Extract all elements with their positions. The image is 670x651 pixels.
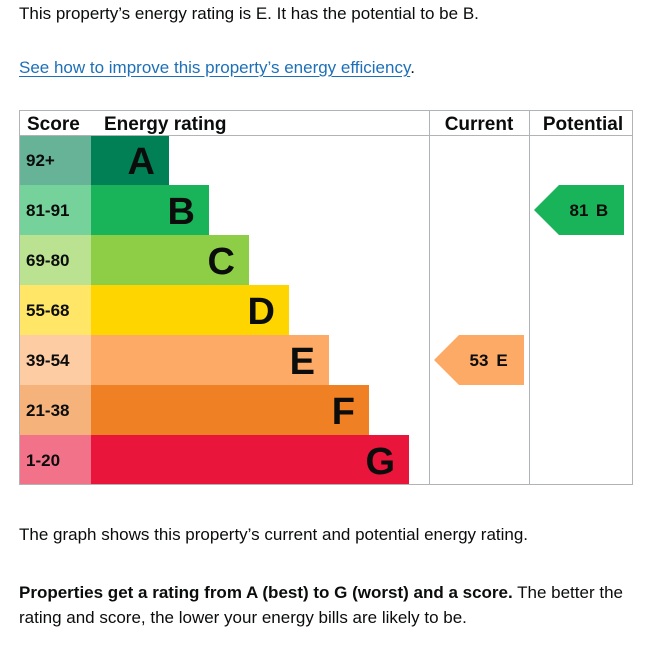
current-rating-arrow xyxy=(434,335,524,385)
score-label-f: 21-38 xyxy=(26,401,69,420)
improve-link-period: . xyxy=(410,58,415,77)
markers-layer: 53 E 81 B xyxy=(434,185,624,385)
rating-explanation: Properties get a rating from A (best) to… xyxy=(19,580,649,630)
bands-layer: 92+ A 81-91 B 69-80 C 55-68 D 39-54 E 21-38 F 1-20 G xyxy=(19,135,409,485)
rating-explanation-rest: The better the rating and score, the low… xyxy=(19,583,623,627)
rating-letter-f: F xyxy=(332,391,355,433)
rating-letter-a: A xyxy=(128,141,155,183)
score-cell-a xyxy=(19,135,91,185)
rating-bar-a xyxy=(91,135,169,185)
energy-rating-header: Energy rating xyxy=(104,114,226,135)
graph-note: The graph shows this property’s current … xyxy=(19,525,529,544)
score-cell-f xyxy=(19,385,91,435)
chart-border xyxy=(19,110,633,485)
score-header: Score xyxy=(27,114,80,135)
potential-header: Potential xyxy=(543,114,623,135)
header-layer: Score Energy rating Current Potential xyxy=(27,114,623,135)
current-header: Current xyxy=(445,114,514,135)
rating-bar-f xyxy=(91,385,369,435)
score-cell-e xyxy=(19,335,91,385)
rating-letter-e: E xyxy=(290,341,315,383)
rating-letter-b: B xyxy=(168,191,195,233)
rating-letter-d: D xyxy=(248,291,275,333)
rating-letter-c: C xyxy=(208,241,235,283)
rating-bar-g xyxy=(91,435,409,485)
score-cell-g xyxy=(19,435,91,485)
score-cell-c xyxy=(19,235,91,285)
rating-explanation-bold: Properties get a rating from A (best) to… xyxy=(19,583,513,602)
rating-bar-b xyxy=(91,185,209,235)
rating-bar-e xyxy=(91,335,329,385)
score-label-g: 1-20 xyxy=(26,451,60,470)
current-band-letter: E xyxy=(496,351,507,370)
score-label-d: 55-68 xyxy=(26,301,69,320)
current-score-value: 53 xyxy=(470,351,489,370)
rating-letter-g: G xyxy=(365,441,395,483)
improve-efficiency-link[interactable]: See how to improve this property’s energ… xyxy=(19,58,411,77)
score-label-e: 39-54 xyxy=(26,351,70,370)
potential-rating-arrow xyxy=(534,185,624,235)
score-label-a: 92+ xyxy=(26,151,55,170)
score-cell-d xyxy=(19,285,91,335)
energy-rating-chart: 92+ A81-91 B69-80 C55-68 D39-54 E21-38 F1-20 G … xyxy=(19,110,633,485)
score-cell-b xyxy=(19,185,91,235)
improve-link-paragraph: See how to improve this property’s energ… xyxy=(19,58,415,78)
potential-score-value: 81 xyxy=(570,201,589,220)
score-label-b: 81-91 xyxy=(26,201,69,220)
rating-bar-d xyxy=(91,285,289,335)
potential-band-letter: B xyxy=(596,201,608,220)
intro-text: This property’s energy rating is E. It h… xyxy=(19,4,479,23)
score-label-c: 69-80 xyxy=(26,251,69,270)
grid-layer xyxy=(19,110,633,485)
rating-bar-c xyxy=(91,235,249,285)
